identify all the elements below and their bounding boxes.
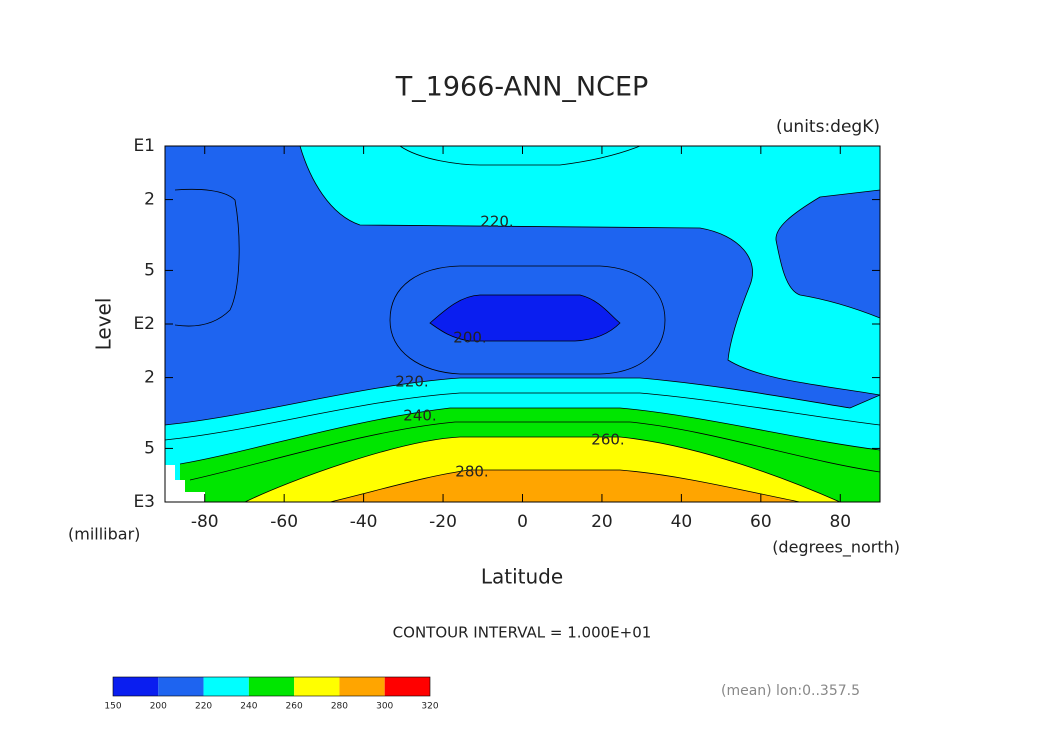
y-axis-label: Level <box>92 298 116 351</box>
contour-label: 260. <box>591 431 624 449</box>
contour-label: 280. <box>455 463 488 481</box>
chart-title: T_1966-ANN_NCEP <box>395 72 649 103</box>
x-tick-label: 80 <box>829 512 851 532</box>
contour-label: 220. <box>395 373 428 391</box>
y-units: (millibar) <box>68 525 140 544</box>
contour-line <box>164 392 881 441</box>
colorbar-label: 320 <box>421 702 438 712</box>
colorbar-label: 200 <box>150 702 167 712</box>
contour-line <box>244 436 841 503</box>
contour-label: 220. <box>480 213 513 231</box>
colorbar-frame <box>112 676 431 697</box>
x-tick-label: -80 <box>191 512 219 532</box>
region <box>430 295 620 341</box>
contour-line <box>174 188 240 327</box>
colorbar-bin <box>203 677 249 696</box>
colorbar-bin <box>384 677 430 696</box>
contour-line <box>329 469 801 503</box>
x-axis-label: Latitude <box>481 565 563 589</box>
contour-line <box>429 294 621 342</box>
contour-line <box>179 407 881 465</box>
colorbar-label: 300 <box>376 702 393 712</box>
y-tick-label: E1 <box>133 136 155 156</box>
contour-line <box>299 145 881 396</box>
region <box>300 146 880 395</box>
y-tick-label: 5 <box>144 260 155 280</box>
colorbar-bin <box>294 677 340 696</box>
y-tick-label: E3 <box>133 492 155 512</box>
contour-line <box>775 189 881 319</box>
y-tick-label: 2 <box>144 190 155 210</box>
colorbar-bin <box>248 677 295 696</box>
colorbar-label: 260 <box>286 702 303 712</box>
contour-fill <box>165 146 880 502</box>
region <box>775 190 880 318</box>
x-tick-label: 40 <box>671 512 693 532</box>
contour-label: 240. <box>403 407 436 425</box>
colorbar-bin <box>339 677 385 696</box>
y-tick-label: 5 <box>144 438 155 458</box>
contour-line <box>189 421 881 481</box>
y-tick-label: E2 <box>133 314 155 334</box>
y-tick-label: 2 <box>144 368 155 388</box>
x-tick-label: -60 <box>270 512 298 532</box>
footnote: (mean) lon:0..357.5 <box>721 683 860 699</box>
contour-interval: CONTOUR INTERVAL = 1.000E+01 <box>393 624 652 642</box>
units-label: (units:degK) <box>776 117 880 137</box>
x-units: (degrees_north) <box>772 538 900 558</box>
missing <box>175 480 185 502</box>
colorbar-label: 150 <box>104 702 121 712</box>
missing <box>165 465 175 502</box>
x-tick-label: 0 <box>517 512 528 532</box>
colorbar-label: 220 <box>195 702 212 712</box>
colorbar-bin <box>113 677 159 696</box>
colorbar-label: 280 <box>331 702 348 712</box>
colorbar-label: 240 <box>240 702 257 712</box>
missing <box>185 492 205 502</box>
contour-line <box>164 377 881 426</box>
contour-label: 200. <box>453 329 486 347</box>
x-tick-label: 20 <box>591 512 613 532</box>
x-tick-label: 60 <box>750 512 772 532</box>
x-tick-label: -40 <box>350 512 378 532</box>
x-tick-label: -20 <box>429 512 457 532</box>
contour-line <box>389 265 666 375</box>
contour-line <box>399 145 641 166</box>
colorbar-bin <box>158 677 204 696</box>
region <box>330 470 800 502</box>
contour-lines <box>164 145 881 503</box>
